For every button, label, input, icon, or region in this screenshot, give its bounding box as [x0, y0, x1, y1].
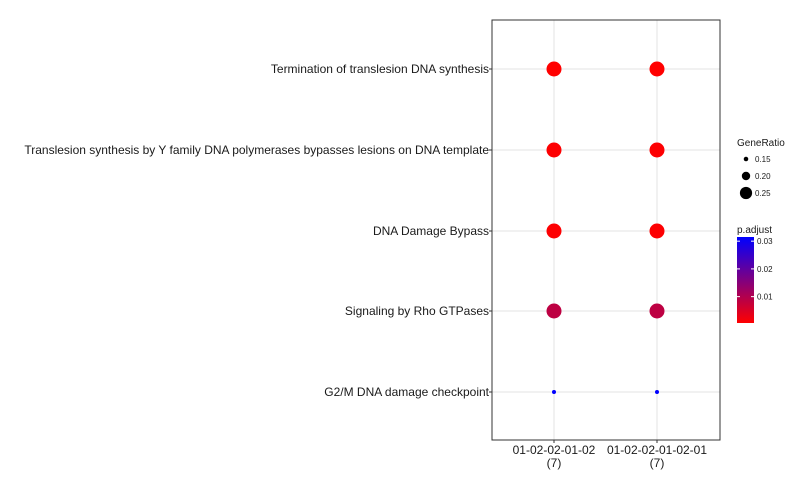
- legend-size-dot: [744, 157, 749, 162]
- legend-color-label: 0.01: [757, 293, 773, 302]
- legend-color-label: 0.02: [757, 265, 773, 274]
- data-point: [650, 304, 665, 319]
- data-point: [655, 390, 659, 394]
- y-tick-label: G2/M DNA damage checkpoint: [324, 385, 489, 399]
- data-point: [547, 62, 562, 77]
- x-tick-label: 01-02-02-01-02-01: [607, 443, 707, 457]
- legend-generatio: GeneRatio 0.15 0.20 0.25: [737, 138, 785, 199]
- legend-color-title: p.adjust: [737, 225, 772, 236]
- legend-size-title: GeneRatio: [737, 138, 785, 149]
- y-tick-label: DNA Damage Bypass: [373, 224, 489, 238]
- legend-p-adjust: p.adjust 0.01 0.02 0.03: [737, 225, 773, 323]
- plot-panel-border: [492, 20, 720, 440]
- data-point: [547, 304, 562, 319]
- legend-color-bar: [737, 237, 754, 323]
- x-tick-label: 01-02-02-01-02: [513, 443, 596, 457]
- legend-size-label: 0.20: [755, 172, 771, 181]
- x-axis: 01-02-02-01-02(7)01-02-02-01-02-01(7): [513, 440, 708, 470]
- data-point: [552, 390, 556, 394]
- data-point: [650, 143, 665, 158]
- y-tick-label: Translesion synthesis by Y family DNA po…: [24, 143, 489, 157]
- data-point: [650, 62, 665, 77]
- dot-marks: [547, 62, 665, 395]
- data-point: [547, 143, 562, 158]
- legend-size-dot: [740, 187, 752, 199]
- data-point: [650, 224, 665, 239]
- x-tick-count: (7): [650, 456, 665, 470]
- legend-color-label: 0.03: [757, 237, 773, 246]
- gridlines: [492, 20, 720, 440]
- legend-size-dot: [742, 172, 750, 180]
- data-point: [547, 224, 562, 239]
- legend-size-label: 0.25: [755, 189, 771, 198]
- legend-size-label: 0.15: [755, 155, 771, 164]
- y-tick-label: Signaling by Rho GTPases: [345, 304, 489, 318]
- x-tick-count: (7): [547, 456, 562, 470]
- y-axis: Termination of translesion DNA synthesis…: [24, 62, 492, 399]
- y-tick-label: Termination of translesion DNA synthesis: [271, 62, 489, 76]
